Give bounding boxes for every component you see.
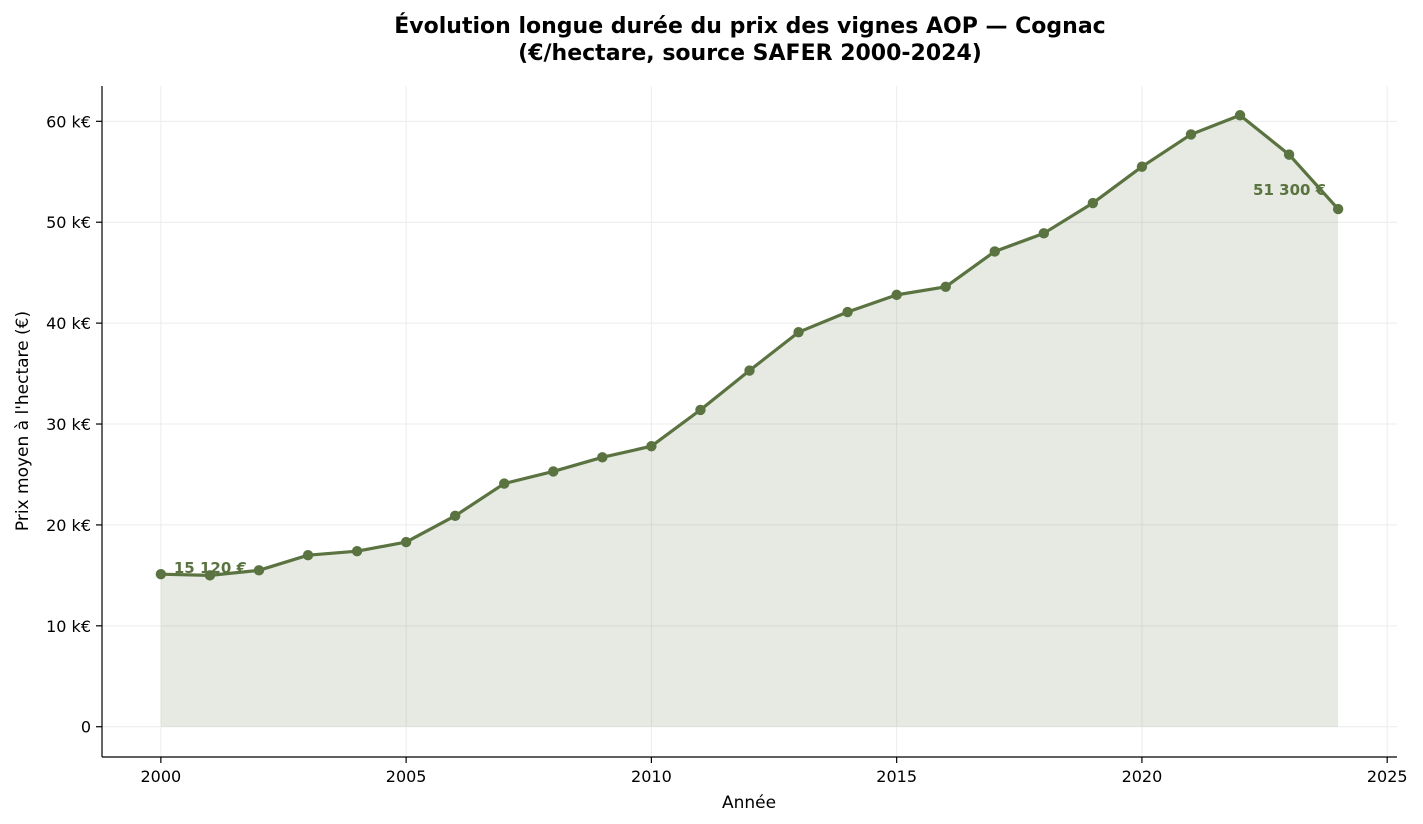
data-point xyxy=(1136,161,1148,172)
data-point xyxy=(646,441,657,452)
data-point xyxy=(302,549,314,561)
data-point xyxy=(449,510,461,522)
data-point xyxy=(400,536,412,548)
x-axis-label: Année xyxy=(722,793,776,813)
data-point xyxy=(204,570,216,581)
axes xyxy=(101,86,1397,758)
data-points xyxy=(155,110,1344,581)
data-point xyxy=(351,545,363,557)
data-point xyxy=(548,466,559,477)
data-point xyxy=(940,281,951,292)
data-point xyxy=(695,404,706,416)
data-point xyxy=(1087,197,1099,209)
grid-lines xyxy=(102,86,1397,757)
data-point xyxy=(253,565,265,576)
y-axis-label: Prix moyen à l'hectare (€) xyxy=(13,311,33,531)
data-point xyxy=(1332,203,1344,215)
x-tick-label: 2010 xyxy=(631,767,672,786)
annotation-first-value: 15 120 € xyxy=(174,559,247,577)
y-tick-label: 50 k€ xyxy=(46,213,91,232)
x-tick-label: 2005 xyxy=(386,767,427,786)
x-ticks: 2000 2005 2010 2015 2020 2025 xyxy=(141,757,1408,786)
chart-title-line2: (€/hectare, source SAFER 2000-2024) xyxy=(518,41,982,66)
y-tick-label: 30 k€ xyxy=(46,415,91,434)
y-tick-label: 10 k€ xyxy=(46,617,91,636)
x-tick-label: 2015 xyxy=(876,767,917,786)
data-point xyxy=(499,478,510,489)
y-tick-label: 40 k€ xyxy=(46,314,91,333)
data-point xyxy=(842,306,853,318)
data-point xyxy=(744,365,755,376)
x-tick-label: 2025 xyxy=(1367,767,1408,786)
data-point xyxy=(1185,129,1197,140)
annotations: 15 120 € 51 300 € xyxy=(174,181,1326,577)
x-tick-label: 2020 xyxy=(1122,767,1163,786)
y-tick-label: 20 k€ xyxy=(46,516,91,535)
data-point xyxy=(1283,149,1295,160)
data-point xyxy=(1038,228,1050,239)
data-point xyxy=(891,289,902,301)
data-point xyxy=(1234,110,1246,121)
data-point xyxy=(989,246,1000,257)
data-point xyxy=(793,327,804,338)
y-tick-label: 60 k€ xyxy=(46,112,91,131)
x-tick-label: 2000 xyxy=(141,767,182,786)
annotation-last-value: 51 300 € xyxy=(1253,181,1326,199)
chart-title-line1: Évolution longue durée du prix des vigne… xyxy=(394,13,1105,39)
y-tick-label: 0 xyxy=(81,718,91,737)
area-fill-layer xyxy=(160,115,1339,727)
data-point xyxy=(155,568,167,580)
y-ticks: 0 10 k€ 20 k€ 30 k€ 40 k€ 50 k€ 60 k€ xyxy=(46,112,102,737)
series-area-fill xyxy=(160,115,1339,727)
data-point xyxy=(597,452,608,463)
